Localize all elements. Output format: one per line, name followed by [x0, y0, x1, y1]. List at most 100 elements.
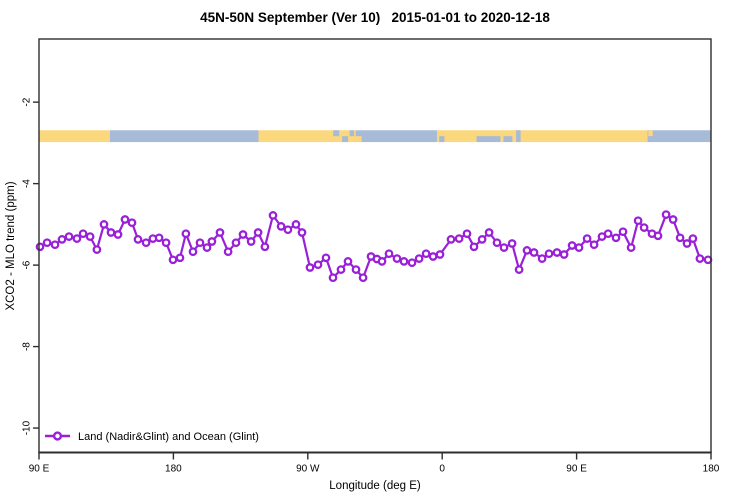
- data-point: [127, 218, 137, 228]
- y-tick-label: -10: [22, 420, 33, 435]
- x-tick-label: 180: [703, 464, 720, 475]
- land-ocean-band: [39, 130, 711, 143]
- data-point: [120, 215, 130, 224]
- data-point: [154, 233, 164, 243]
- y-tick-label: -8: [22, 342, 33, 351]
- data-point: [195, 238, 205, 248]
- data-point: [703, 255, 713, 265]
- data-point: [78, 229, 88, 239]
- data-point: [231, 238, 241, 248]
- band-patch-ocean: [476, 136, 501, 143]
- data-point: [633, 216, 643, 226]
- data-point: [484, 228, 494, 237]
- data-point: [499, 243, 509, 252]
- data-point: [618, 227, 628, 237]
- data-point: [544, 249, 554, 259]
- data-point: [168, 255, 178, 265]
- data-point: [552, 248, 562, 257]
- data-point: [377, 257, 387, 266]
- data-point: [414, 254, 424, 263]
- plot-border: [38, 38, 712, 454]
- data-point: [435, 250, 445, 259]
- data-point: [42, 238, 52, 248]
- y-tick-label: -2: [22, 97, 33, 106]
- x-tick-label: 180: [165, 464, 182, 475]
- data-point: [328, 273, 338, 283]
- data-point: [313, 260, 323, 270]
- data-point: [336, 265, 346, 274]
- band-segment-land: [436, 130, 648, 143]
- data-point: [639, 223, 649, 232]
- x-axis-label: Longitude (deg E): [329, 480, 421, 492]
- data-point: [537, 254, 547, 263]
- data-point: [64, 232, 74, 241]
- data-point: [675, 233, 685, 243]
- data-point: [392, 254, 402, 263]
- band-patch-land: [648, 130, 653, 137]
- data-point: [202, 243, 212, 252]
- legend-label: Land (Nadir&Glint) and Ocean (Glint): [78, 431, 259, 443]
- band-segment-land: [39, 130, 110, 143]
- plot-box: [38, 38, 712, 454]
- data-point: [238, 230, 248, 239]
- data-point: [462, 229, 472, 239]
- band-patch-ocean: [349, 130, 355, 137]
- data-point: [529, 248, 539, 257]
- data-point: [626, 243, 636, 252]
- legend: Land (Nadir&Glint) and Ocean (Glint): [45, 431, 259, 443]
- x-axis-ticks: 90 E 180 90 W 0 90 E 180: [29, 453, 720, 475]
- y-axis-ticks: -2 -4 -6 -8 -10: [22, 97, 39, 435]
- data-point: [276, 222, 286, 231]
- band-patch-land: [643, 136, 648, 143]
- data-point: [35, 242, 45, 252]
- data-point: [407, 258, 417, 268]
- x-tick-label: 90 E: [29, 464, 50, 475]
- data-point: [133, 235, 143, 244]
- data-point: [428, 252, 438, 261]
- data-point: [175, 253, 185, 263]
- data-point: [446, 235, 456, 244]
- band-patch-ocean: [516, 130, 521, 143]
- data-point: [653, 231, 663, 241]
- data-point: [283, 225, 293, 235]
- data-point: [682, 239, 692, 248]
- data-point: [268, 211, 278, 220]
- series-line: [38, 213, 710, 279]
- data-point: [188, 247, 198, 257]
- data-point: [223, 247, 233, 257]
- y-axis-label: XCO2 - MLO trend (ppm): [5, 181, 17, 310]
- data-point: [507, 239, 517, 248]
- data-point: [50, 240, 60, 250]
- y-tick-label: -6: [22, 260, 33, 269]
- data-point: [72, 234, 82, 243]
- data-point: [57, 235, 67, 244]
- legend-circle-marker: [52, 431, 63, 441]
- data-point: [559, 250, 569, 259]
- data-point: [246, 237, 256, 246]
- data-point: [106, 228, 116, 237]
- y-tick-label: -4: [22, 179, 33, 188]
- data-point: [207, 237, 217, 246]
- data-point: [399, 257, 409, 266]
- band-patch-ocean: [342, 136, 349, 143]
- data-point: [522, 246, 532, 255]
- band-segment-ocean: [355, 130, 437, 143]
- data-point: [141, 238, 151, 248]
- data-point: [181, 229, 191, 239]
- data-point: [514, 265, 524, 274]
- data-point: [477, 235, 487, 244]
- band-patch-land: [355, 136, 362, 143]
- band-patch-ocean: [333, 130, 340, 137]
- data-point: [113, 230, 123, 239]
- data-series: [35, 210, 713, 283]
- data-point: [661, 210, 671, 219]
- data-point: [321, 253, 331, 263]
- x-tick-label: 0: [439, 464, 445, 475]
- data-point: [85, 232, 95, 241]
- data-point: [260, 242, 270, 252]
- data-point: [695, 254, 705, 263]
- data-point: [567, 241, 577, 250]
- chart-title: 45N-50N September (Ver 10) 2015-01-01 to…: [200, 10, 550, 25]
